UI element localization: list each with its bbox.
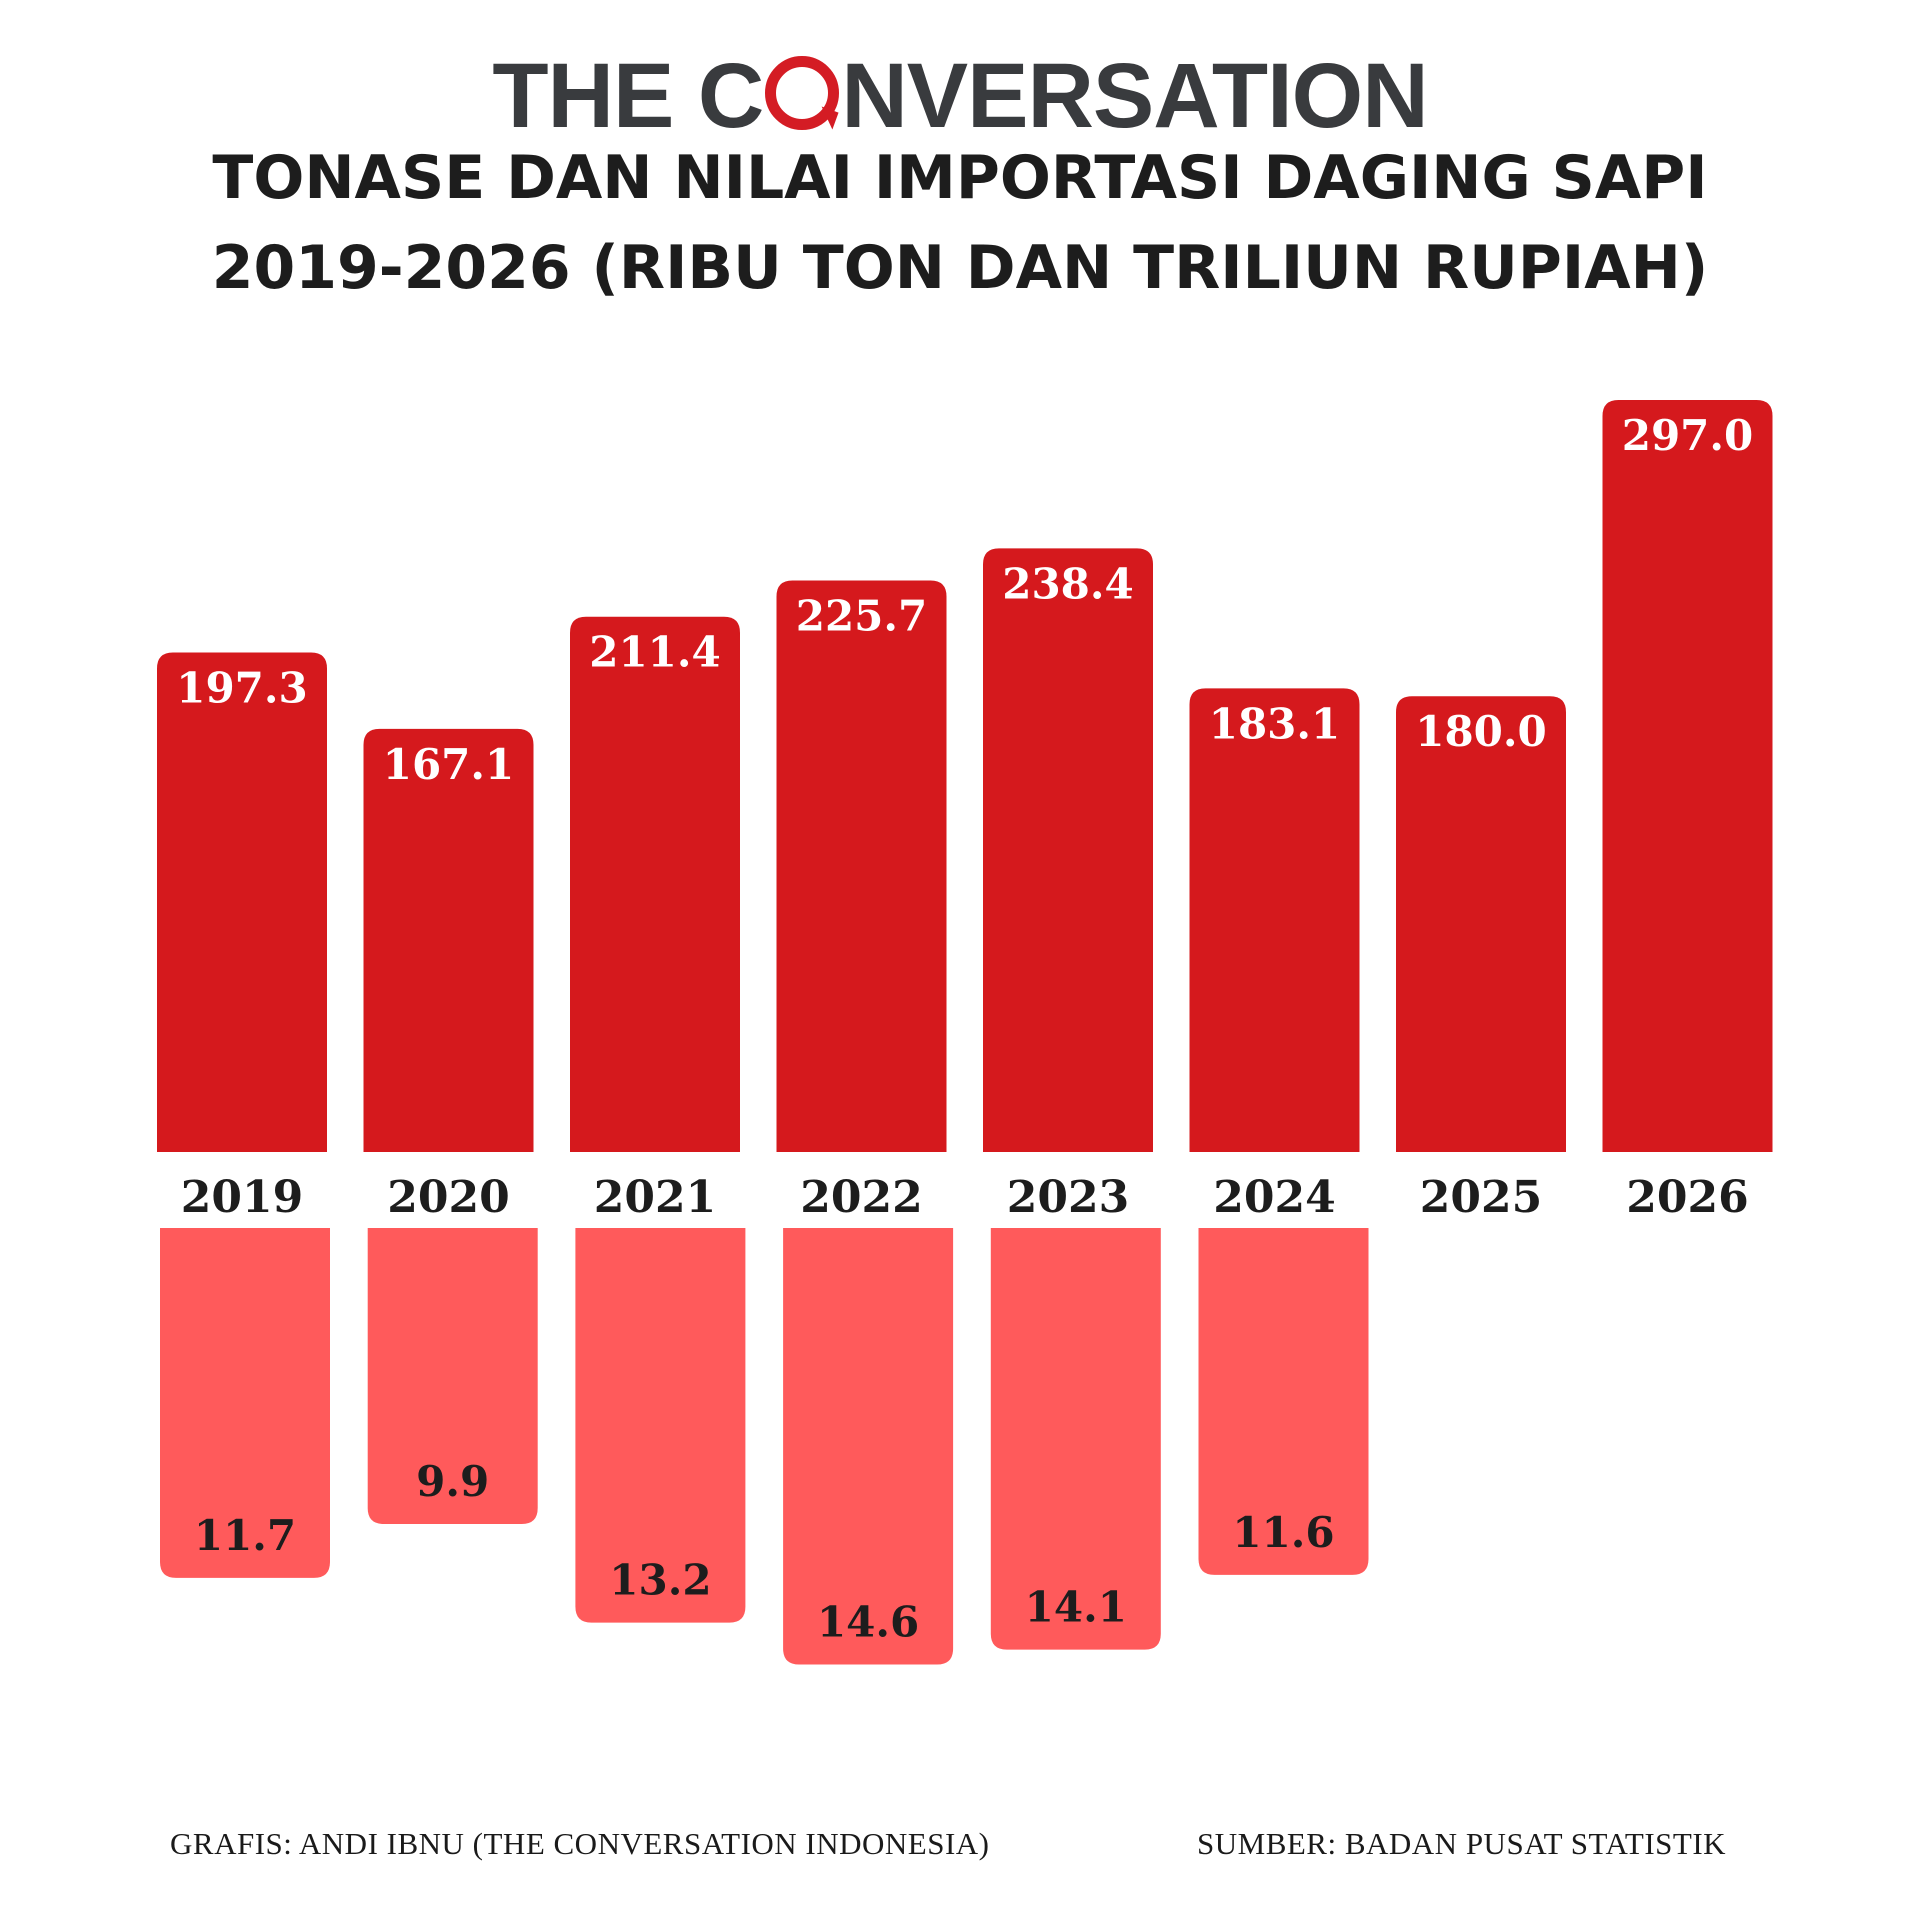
import-value-bar-2019 — [160, 1228, 330, 1578]
year-label: 2025 — [1420, 1172, 1542, 1223]
chart-title-line-1: TONASE DAN NILAI IMPORTASI DAGING SAPI — [212, 143, 1708, 213]
speech-bubble-icon — [765, 56, 840, 130]
tonnage-value-label: 167.1 — [383, 740, 515, 789]
import-value-bar-2021 — [575, 1228, 746, 1623]
tonnage-value-label: 225.7 — [796, 592, 928, 641]
import-value-bar-2023 — [990, 1228, 1161, 1650]
brand-logo: THE C NVERSATION — [0, 50, 1920, 142]
tonnage-bar-2021 — [570, 616, 740, 1152]
import-value-bar-2022 — [783, 1228, 954, 1665]
year-label: 2026 — [1626, 1172, 1748, 1223]
import-value-label: 13.2 — [609, 1556, 711, 1605]
tonnage-bar-2019 — [157, 652, 327, 1152]
tonnage-value-label: 211.4 — [589, 628, 721, 677]
import-value-bar-2024 — [1198, 1228, 1369, 1575]
brand-text-end: NVERSATION — [841, 45, 1428, 147]
import-value-label: 14.6 — [817, 1598, 919, 1647]
tonnage-bar-2023 — [983, 548, 1153, 1152]
tonnage-bar-2020 — [363, 728, 534, 1152]
import-value-label: 11.6 — [1232, 1508, 1334, 1557]
import-value-label: 9.9 — [416, 1457, 489, 1506]
chart-title-line-2: 2019-2026 (RIBU TON DAN TRILIUN RUPIAH) — [211, 233, 1709, 303]
data-source: SUMBER: BADAN PUSAT STATISTIK — [1197, 1826, 1727, 1861]
import-value-label: 14.1 — [1025, 1583, 1127, 1632]
tonnage-bar-2026 — [1602, 400, 1773, 1152]
year-label: 2020 — [387, 1172, 509, 1223]
tonnage-value-label: 297.0 — [1622, 411, 1754, 460]
year-label: 2019 — [181, 1172, 303, 1223]
year-label: 2022 — [800, 1172, 922, 1223]
import-value-label: 11.7 — [194, 1511, 296, 1560]
tonnage-bar-2024 — [1189, 688, 1360, 1152]
year-label: 2024 — [1213, 1172, 1335, 1223]
year-label: 2023 — [1007, 1172, 1129, 1223]
import-value-bar-2020 — [367, 1228, 538, 1525]
tonnage-bar-2022 — [776, 580, 947, 1152]
brand-text-start: THE C — [492, 45, 764, 147]
tonnage-value-label: 180.0 — [1415, 707, 1547, 756]
tonnage-bar-2025 — [1396, 696, 1566, 1152]
year-label: 2021 — [594, 1172, 716, 1223]
tonnage-value-label: 183.1 — [1209, 699, 1341, 748]
tonnage-value-label: 238.4 — [1002, 559, 1134, 608]
tonnage-value-label: 197.3 — [176, 663, 308, 712]
graphic-credit: GRAFIS: ANDI IBNU (THE CONVERSATION INDO… — [170, 1826, 990, 1861]
